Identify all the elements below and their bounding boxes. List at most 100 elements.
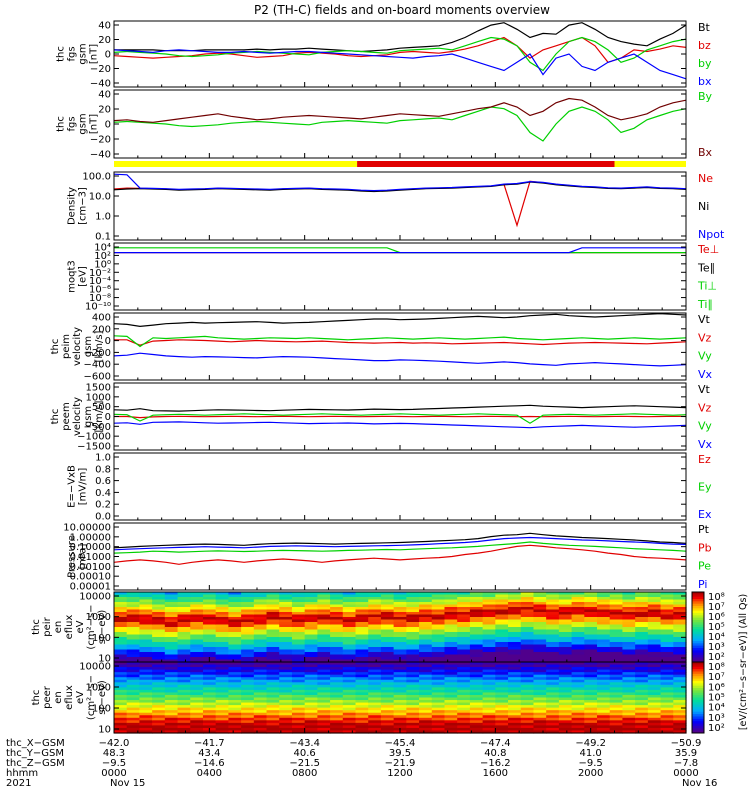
spectrogram-cell [647,722,662,726]
spectrogram-cell [393,667,407,671]
spectrogram-cell [635,720,649,724]
spectrogram-cell [647,679,662,683]
spectrogram-cell [520,622,535,626]
spectrogram-cell [546,647,560,651]
y-axis-label-line: fgs [67,116,78,131]
spectrogram-cell [152,632,166,636]
spectrogram-cell [291,672,306,676]
spectrogram-cell [419,637,433,641]
spectrogram-cell [126,669,141,673]
spectrogram-cell [266,689,280,694]
spectrogram-cell [533,717,547,721]
colorbar-swatch [692,695,704,698]
spectrogram-cell [317,692,331,696]
spectrogram-cell [152,594,166,598]
spectrogram-cell [330,717,344,721]
spectrogram-cell [304,637,318,641]
spectrogram-cell [533,602,547,606]
spectrogram-cell [164,659,179,663]
spectrogram-cell [609,677,624,681]
x-axis-value: 35.9 [675,748,697,759]
spectrogram-cell [533,692,547,696]
spectrogram-cell [291,717,306,721]
x-axis-value: −45.4 [385,738,416,749]
spectrogram-cell [508,647,522,651]
spectrogram-cell [241,627,255,631]
spectrogram-cell [584,674,598,678]
spectrogram-cell [228,607,242,611]
spectrogram-cell [368,710,382,714]
spectrogram-cell [393,612,407,616]
spectrogram-cell [457,705,471,709]
spectrogram-cell [431,659,446,663]
spectrogram-cell [164,717,179,721]
spectrogram-cell [114,707,128,711]
spectrogram-cell [228,647,242,651]
spectrogram-cell [368,632,382,636]
spectrogram-cell [393,697,407,701]
spectrogram-cell [114,594,128,598]
spectrogram-cell [457,642,471,646]
spectrogram-cell [469,634,484,638]
spectrogram-cell [584,705,598,709]
spectrogram-cell [202,644,217,648]
spectrogram-cell [520,634,535,638]
colorbar-swatch [692,709,704,713]
spectrogram-cell [215,592,229,596]
spectrogram-cell [444,622,458,626]
spectrogram-cell [139,607,153,611]
spectrogram-cell [228,604,242,608]
spectrogram-cell [597,684,611,688]
spectrogram-cell [660,722,674,726]
series-line-Npot [113,173,687,192]
spectrogram-cell [444,639,458,643]
spectrogram-cell [291,644,306,648]
colorbar-swatch [692,680,704,684]
spectrogram-cell [291,602,306,606]
y-axis-label-line: peir [42,616,53,636]
spectrogram-cell [342,662,357,666]
spectrogram-cell [215,634,229,638]
x-axis-value: 40.6 [294,748,316,759]
spectrogram-cell [177,710,191,714]
spectrogram-cell [342,622,357,626]
spectrogram-cell [228,622,242,626]
spectrogram-cell [609,642,624,646]
spectrogram-peir_en_eflux [114,592,687,663]
spectrogram-cell [368,604,382,608]
spectrogram-cell [266,647,280,651]
spectrogram-cell [330,725,344,729]
spectrogram-cell [266,629,280,633]
spectrogram-cell [114,592,128,596]
spectrogram-cell [152,662,166,666]
spectrogram-cell [406,657,420,661]
spectrogram-cell [647,639,662,643]
y-tick-label: 10⁻¹⁰ [85,302,111,313]
spectrogram-cell [622,607,636,611]
spectrogram-cell [177,634,191,638]
spectrogram-cell [457,617,471,621]
spectrogram-cell [202,642,217,646]
spectrogram-cell [317,602,331,606]
spectrogram-cell [431,682,446,686]
spectrogram-cell [228,677,242,681]
spectrogram-cell [330,604,344,608]
spectrogram-cell [546,710,560,714]
spectrogram-cell [304,677,318,681]
spectrogram-cell [139,720,153,724]
spectrogram-cell [444,632,458,636]
spectrogram-cell [152,652,166,656]
spectrogram-cell [241,715,255,719]
spectrogram-cell [597,654,611,658]
spectrogram-cell [126,677,141,681]
spectrogram-cell [508,624,522,628]
spectrogram-cell [355,710,369,714]
spectrogram-cell [253,692,268,696]
spectrogram-cell [368,692,382,696]
spectrogram-cell [330,722,344,726]
spectrogram-cell [457,614,471,618]
spectrogram-cell [622,637,636,641]
spectrogram-cell [584,669,598,673]
spectrogram-cell [482,599,496,603]
spectrogram-cell [419,692,433,696]
